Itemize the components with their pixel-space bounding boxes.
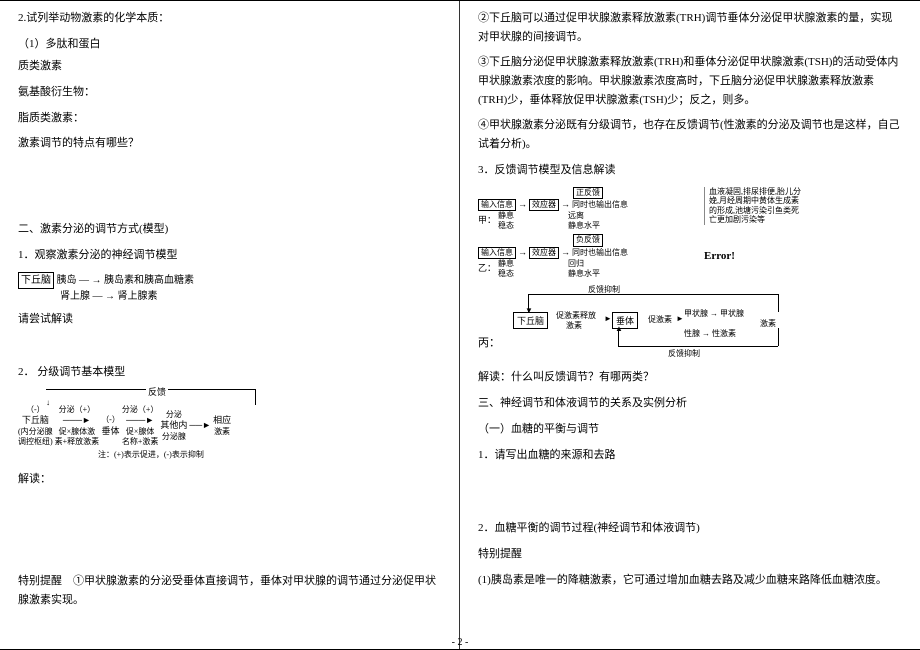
text: 静息 稳态	[498, 259, 514, 278]
arrow-icon: ▲	[615, 324, 623, 333]
node: 输入信息	[478, 199, 516, 211]
text: 甲状腺 → 甲状腺	[684, 308, 744, 319]
left-column: 2.试列举动物激素的化学本质： （1）多肽和蛋白 质类激素 氨基酸衍生物： 脂质…	[0, 1, 460, 649]
grade-model-diagram: 反馈 ↓ （-） 下丘脑 (内分泌腺 调控枢纽) 分泌（+） ───► 促×腺体…	[18, 389, 298, 460]
error-text: Error!	[704, 249, 735, 263]
minus-label: （-）	[101, 415, 120, 425]
sub: 分泌	[160, 410, 187, 420]
arrow-icon: →	[561, 199, 570, 211]
sub: 促×腺体激	[55, 427, 100, 437]
text: 2.试列举动物激素的化学本质：	[18, 9, 441, 28]
text: 质类激素	[18, 57, 441, 76]
flow-row: 肾上腺 — → 肾上腺素	[60, 291, 158, 302]
node: 相应	[213, 415, 231, 427]
text: 1．观察激素分泌的神经调节模型	[18, 246, 441, 265]
arrow-icon: →	[518, 199, 527, 211]
fb-label: 反馈抑制	[668, 348, 700, 359]
node: 效应器	[529, 199, 559, 211]
edge-label: 促激素	[648, 314, 672, 325]
node: 下丘脑	[513, 312, 548, 329]
node: 负反馈	[573, 234, 603, 246]
node-hypothalamus: 下丘脑	[18, 272, 54, 289]
text: 2． 分级调节基本模型	[18, 363, 441, 382]
text: 脂质类激素：	[18, 109, 441, 128]
heading: 二、激素分泌的调节方式(模型)	[18, 220, 441, 239]
label: 乙：	[478, 263, 496, 275]
text: (1)胰岛素是唯一的降糖激素，它可通过增加血糖去路及减少血糖来路降低血糖浓度。	[478, 571, 902, 590]
node: 同时也输出信息	[572, 248, 628, 258]
bing-diagram: 反馈抑制 ▼ 下丘脑 促激素释放 激素 ► 垂体 促激素 ► 甲状腺 → 甲状腺…	[508, 284, 808, 362]
text: 特别提醒	[478, 545, 902, 564]
sub: 名称+激素	[122, 437, 159, 447]
tip-text: 特别提醒 ①甲状腺激素的分泌受垂体直接调节，垂体对甲状腺的调节通过分泌促甲状腺激…	[18, 572, 441, 609]
sub: 分泌（+）	[122, 405, 159, 415]
sub: 促×腺体	[122, 427, 159, 437]
feedback-label: 反馈	[146, 387, 168, 399]
sub: (内分泌腺	[18, 427, 53, 437]
text: ③下丘脑分泌促甲状腺激素释放激素(TRH)和垂体分泌促甲状腺激素(TSH)的活动…	[478, 53, 902, 109]
arrow-icon: →	[518, 247, 527, 259]
jia-diagram: 正反馈 输入信息 → 效应器 → 同时也输出信息 甲： 静息 稳态	[478, 187, 902, 231]
text: 激素	[760, 318, 776, 329]
arrow-icon: ↓	[46, 398, 50, 408]
node: 垂体	[101, 426, 120, 438]
arrow-icon: ───►	[122, 415, 159, 427]
node: 同时也输出信息	[572, 200, 628, 210]
node: 效应器	[529, 247, 559, 259]
arrow-icon: ►	[604, 314, 612, 323]
text: 氨基酸衍生物：	[18, 83, 441, 102]
arrow-icon: ───►	[55, 415, 100, 427]
text: 静息 稳态	[498, 211, 514, 230]
bing-row: 丙： 反馈抑制 ▼ 下丘脑 促激素释放 激素 ► 垂体 促激素 ► 甲状腺 → …	[478, 284, 902, 362]
node: 下丘脑	[18, 415, 53, 427]
text: 1．请写出血糖的来源和去路	[478, 446, 902, 465]
sub: 激素	[213, 427, 231, 437]
label: 甲：	[478, 215, 496, 227]
text: （一）血糖的平衡与调节	[478, 420, 902, 439]
node: 正反馈	[573, 187, 603, 199]
text: 解读：什么叫反馈调节？有哪两类？	[478, 368, 902, 387]
label: 丙：	[478, 284, 508, 362]
text: 请尝试解读	[18, 310, 441, 329]
note: 注：(+)表示促进，(-)表示抑制	[98, 450, 298, 460]
text: ②下丘脑可以通过促甲状腺激素释放激素(TRH)调节垂体分泌促甲状腺激素的量，实现…	[478, 9, 902, 46]
right-column: ②下丘脑可以通过促甲状腺激素释放激素(TRH)调节垂体分泌促甲状腺激素的量，实现…	[460, 1, 920, 649]
arrow-icon: ──►	[189, 420, 211, 432]
flow-row: 胰岛 — → 胰岛素和胰高血糖素	[57, 275, 195, 286]
text: 远离 静息水平	[568, 211, 600, 230]
side-text: 血液凝固,排尿排便,胎儿分 娩,月经周期中黄体生成素 的形成,池塘污染引鱼类死 …	[704, 187, 801, 225]
sub: 调控枢纽)	[18, 437, 53, 447]
page-container: 2.试列举动物激素的化学本质： （1）多肽和蛋白 质类激素 氨基酸衍生物： 脂质…	[0, 0, 920, 650]
neural-model-diagram: 下丘脑 胰岛 — → 胰岛素和胰高血糖素 肾上腺 — → 肾上腺素	[18, 272, 441, 304]
sub: 素+释放激素	[55, 437, 100, 447]
text: 性腺 → 性激素	[684, 328, 736, 339]
node: 输入信息	[478, 247, 516, 259]
page-number: - 2 -	[452, 637, 469, 648]
edge-label: 激素	[566, 320, 582, 331]
heading: 三、神经调节和体液调节的关系及实例分析	[478, 394, 902, 413]
node: 其他内	[160, 420, 187, 432]
text: 回归 静息水平	[568, 259, 600, 278]
text: 解读：	[18, 470, 441, 489]
sub: 分泌（+）	[55, 405, 100, 415]
arrow-icon: →	[561, 247, 570, 259]
arrow-icon: ►	[676, 314, 684, 323]
text: 激素调节的特点有哪些？	[18, 134, 441, 153]
text: （1）多肽和蛋白	[18, 35, 441, 54]
yi-diagram: 负反馈 输入信息 → 效应器 → 同时也输出信息 乙： 静息 稳态	[478, 234, 902, 278]
sub: 分泌腺	[160, 432, 187, 442]
text: 2．血糖平衡的调节过程(神经调节和体液调节)	[478, 519, 902, 538]
heading: 3．反馈调节模型及信息解读	[478, 161, 902, 180]
text: ④甲状腺激素分泌既有分级调节，也存在反馈调节(性激素的分泌及调节也是这样，自己试…	[478, 116, 902, 153]
